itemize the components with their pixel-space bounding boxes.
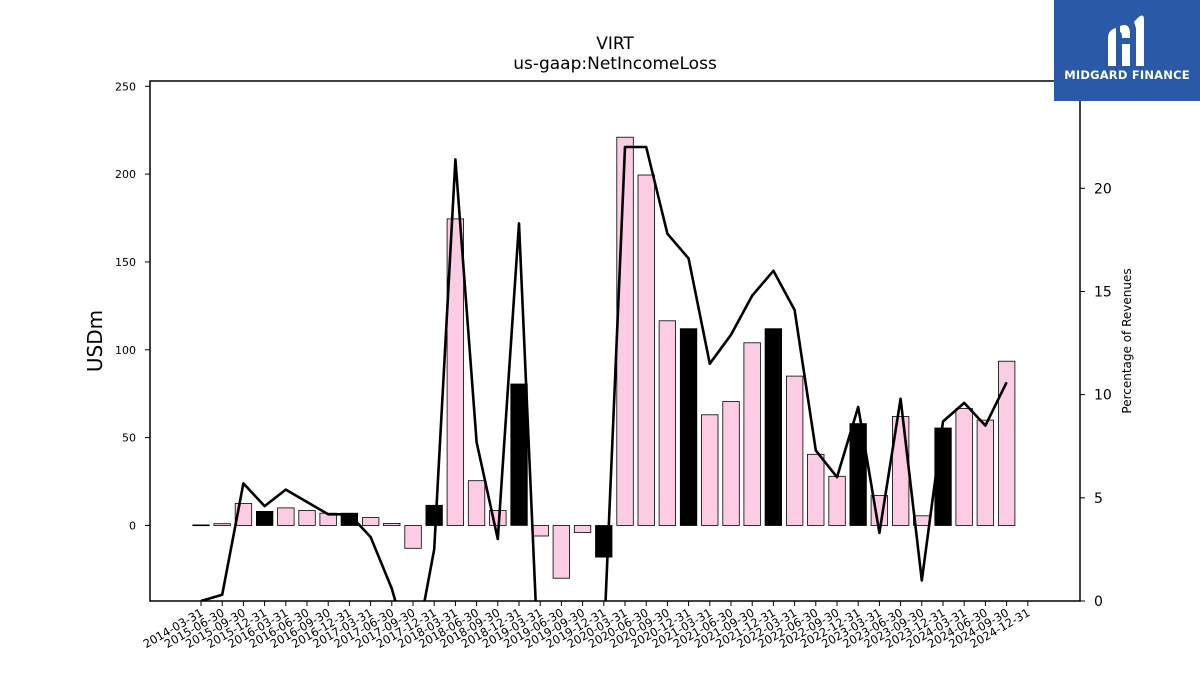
bar bbox=[446, 218, 465, 526]
right-axis-ticks: 0 5 10 15 20 bbox=[1080, 181, 1112, 610]
bar bbox=[298, 510, 316, 526]
chart-title: VIRT bbox=[596, 34, 634, 54]
bar bbox=[743, 342, 761, 526]
y2-tick-label: 0 bbox=[1094, 594, 1103, 610]
y-tick-label: 100 bbox=[115, 344, 136, 357]
y-tick-label: 250 bbox=[115, 80, 136, 93]
chart-subtitle: us-gaap:NetIncomeLoss bbox=[513, 54, 717, 74]
bar bbox=[531, 525, 549, 537]
y-tick-label: 50 bbox=[122, 432, 136, 445]
bar bbox=[255, 510, 274, 526]
bar bbox=[679, 328, 698, 526]
bar bbox=[637, 174, 655, 526]
y-tick-label: 0 bbox=[129, 519, 136, 532]
bar bbox=[213, 523, 231, 526]
y-tick-label: 150 bbox=[115, 256, 136, 269]
bar bbox=[658, 320, 676, 526]
bar bbox=[955, 408, 973, 526]
bar bbox=[192, 524, 210, 527]
bar bbox=[701, 414, 719, 526]
bar bbox=[828, 475, 846, 526]
bar bbox=[425, 504, 443, 526]
bar bbox=[764, 328, 782, 526]
bar bbox=[934, 427, 952, 526]
bar bbox=[361, 517, 380, 526]
y-axis-label: USDm bbox=[83, 310, 107, 372]
logo-text: MIDGARD FINANCE bbox=[1064, 68, 1190, 82]
bar bbox=[573, 525, 592, 533]
bar bbox=[404, 525, 422, 549]
percentage-line bbox=[200, 145, 1008, 601]
bar bbox=[998, 360, 1016, 526]
line-group bbox=[200, 145, 1008, 601]
bar bbox=[616, 136, 634, 526]
bars-group bbox=[192, 136, 1016, 579]
bar bbox=[976, 419, 994, 526]
y2-tick-label: 5 bbox=[1094, 491, 1103, 507]
y2-tick-label: 20 bbox=[1094, 181, 1112, 197]
bar bbox=[467, 480, 486, 526]
bar bbox=[552, 525, 570, 579]
bar bbox=[807, 453, 825, 526]
x-axis-ticks: 2014-03-312015-06-302015-09-302015-12-31… bbox=[141, 601, 1032, 651]
y2-axis-label: Percentage of Revenues bbox=[1120, 268, 1134, 413]
y-tick-label: 200 bbox=[115, 168, 136, 181]
y2-tick-label: 10 bbox=[1094, 388, 1112, 404]
bar bbox=[849, 423, 867, 526]
bar bbox=[510, 383, 528, 526]
y2-tick-label: 15 bbox=[1094, 284, 1112, 300]
plot-frame bbox=[149, 80, 1081, 602]
left-axis-ticks: 0 50 100 150 200 250 bbox=[115, 80, 150, 532]
bar bbox=[277, 507, 295, 526]
bar bbox=[722, 401, 740, 526]
logo-mark-icon bbox=[1108, 15, 1144, 67]
bar bbox=[383, 523, 401, 526]
bar bbox=[786, 375, 804, 526]
midgard-finance-logo: MIDGARD FINANCE bbox=[1054, 0, 1200, 101]
